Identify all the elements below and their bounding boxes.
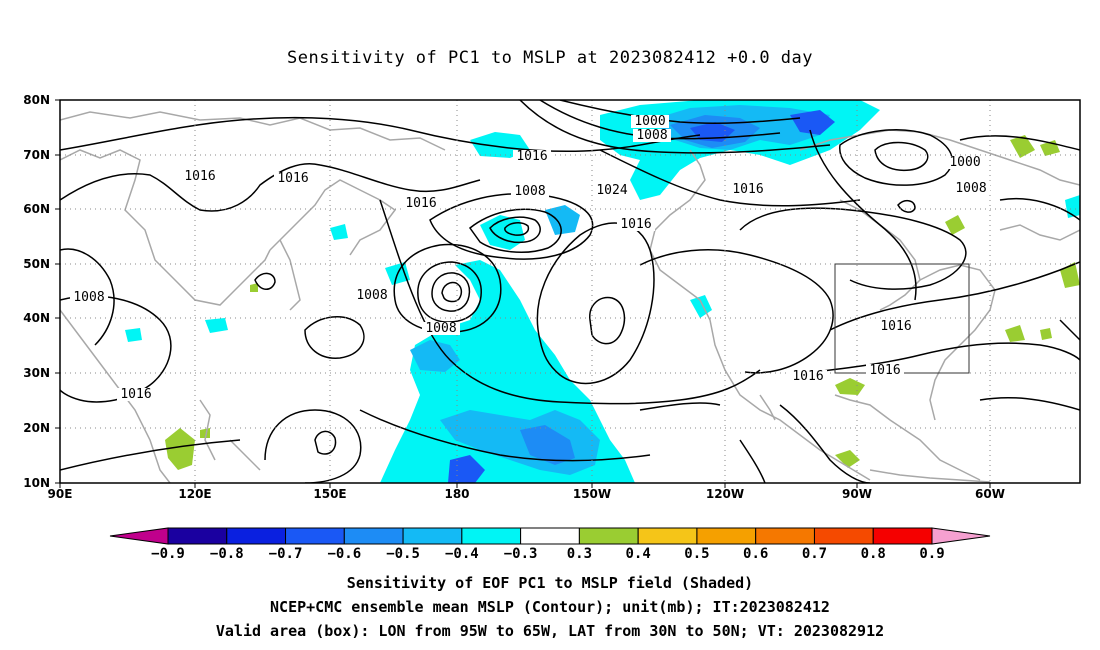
lat-label-70n: 70N [23, 148, 50, 162]
colorbar-cell [872, 527, 933, 545]
contour-label-background [402, 197, 440, 210]
contour-label: 1016 [184, 169, 215, 184]
contour-label-background [789, 370, 827, 383]
contour-label: 1016 [405, 196, 436, 211]
contour-label: 1016 [620, 217, 651, 232]
colorbar-cell [637, 527, 698, 545]
contour-label: 1016 [869, 363, 900, 378]
colorbar-label: −0.7 [269, 546, 303, 562]
colorbar-label: 0.9 [919, 546, 944, 562]
contour-label-background [633, 129, 671, 142]
contour-label-background [952, 182, 990, 195]
colorbar-cell [285, 527, 345, 545]
colorbar-label: 0.6 [743, 546, 768, 562]
lat-label-50n: 50N [23, 257, 50, 271]
contour-label: 1016 [880, 319, 911, 334]
tick-marks [55, 99, 991, 488]
lat-label-20n: 20N [23, 421, 50, 435]
contour-label-background [117, 388, 155, 401]
longitude-labels: 90E 120E 150E 180 150W 120W 90W 60W [48, 487, 1005, 501]
colorbar: −0.9 −0.8 −0.7 −0.6 −0.5 −0.4 −0.3 0.3 0.4 0.5 0.6… [109, 527, 991, 562]
colorbar-label: 0.4 [626, 546, 651, 562]
contour-label-background [631, 115, 669, 128]
mslp-contours [60, 100, 1080, 483]
colorbar-cell [520, 527, 580, 545]
contour-label-background [593, 184, 631, 197]
contour-label-background [617, 218, 655, 231]
footer-line-3: Valid area (box): LON from 95W to 65W, L… [215, 622, 885, 640]
contour-label-background [274, 172, 312, 185]
colorbar-label: −0.5 [386, 546, 420, 562]
contour-label-background [70, 291, 108, 304]
lon-label-120w: 120W [706, 487, 744, 501]
contour-label-background [511, 185, 549, 198]
contour-label-background [877, 320, 915, 333]
colorbar-label: −0.9 [151, 546, 185, 562]
lon-label-180: 180 [444, 487, 469, 501]
contour-label: 1000 [634, 114, 665, 129]
lon-label-150e: 150E [313, 487, 346, 501]
contour-label: 1016 [120, 387, 151, 402]
contour-label: 1008 [514, 184, 545, 199]
lat-label-10n: 10N [23, 476, 50, 490]
lat-label-60n: 60N [23, 202, 50, 216]
colorbar-label: 0.3 [567, 546, 592, 562]
footer-line-1: Sensitivity of EOF PC1 to MSLP field (Sh… [346, 574, 754, 592]
latitude-labels: 80N 70N 60N 50N 40N 30N 20N 10N [23, 93, 50, 490]
colorbar-cell [226, 527, 287, 545]
map-title: Sensitivity of PC1 to MSLP at 2023082412… [286, 48, 813, 68]
colorbar-label: 0.7 [802, 546, 827, 562]
contour-label: 1008 [73, 290, 104, 305]
contour-label: 1024 [596, 183, 627, 198]
lon-label-90e: 90E [48, 487, 73, 501]
colorbar-cell [813, 527, 874, 545]
colorbar-cell [578, 527, 639, 545]
lat-label-80n: 80N [23, 93, 50, 107]
lon-label-150w: 150W [573, 487, 611, 501]
colorbar-label: 0.8 [861, 546, 886, 562]
contour-label-background [422, 322, 460, 335]
lat-label-30n: 30N [23, 366, 50, 380]
contour-label: 1008 [356, 288, 387, 303]
negative-sensitivity-shading [125, 100, 1080, 483]
colorbar-label: −0.4 [445, 546, 479, 562]
lon-label-90w: 90W [842, 487, 872, 501]
footer-line-2: NCEP+CMC ensemble mean MSLP (Contour); u… [270, 598, 830, 616]
contour-label-background [513, 150, 551, 163]
contour-label: 1008 [955, 181, 986, 196]
colorbar-cell [755, 527, 815, 545]
colorbar-cell [696, 527, 757, 545]
contour-label: 1008 [425, 321, 456, 336]
lon-label-60w: 60W [975, 487, 1005, 501]
contour-label: 1016 [732, 182, 763, 197]
colorbar-label: 0.5 [684, 546, 709, 562]
coastlines [60, 111, 1080, 483]
colorbar-right-arrow [931, 527, 991, 545]
contour-label-background [181, 170, 219, 183]
lon-label-120e: 120E [178, 487, 211, 501]
contour-label: 1008 [636, 128, 667, 143]
lat-label-40n: 40N [23, 311, 50, 325]
contour-label: 1016 [277, 171, 308, 186]
colorbar-cell [343, 527, 404, 545]
colorbar-cell [167, 527, 228, 545]
colorbar-cell [461, 527, 522, 545]
plot-frame [59, 99, 1081, 484]
contour-label-background [866, 364, 904, 377]
colorbar-left-arrow [109, 527, 169, 545]
colorbar-label: −0.8 [210, 546, 244, 562]
contour-label-background [729, 183, 767, 196]
contour-label-background [946, 156, 984, 169]
contour-label: 1016 [792, 369, 823, 384]
colorbar-cell [402, 527, 463, 545]
colorbar-label: −0.6 [327, 546, 361, 562]
contour-label-background [353, 289, 391, 302]
contour-label: 1000 [949, 155, 980, 170]
colorbar-label: −0.3 [504, 546, 538, 562]
contour-label: 1016 [516, 149, 547, 164]
